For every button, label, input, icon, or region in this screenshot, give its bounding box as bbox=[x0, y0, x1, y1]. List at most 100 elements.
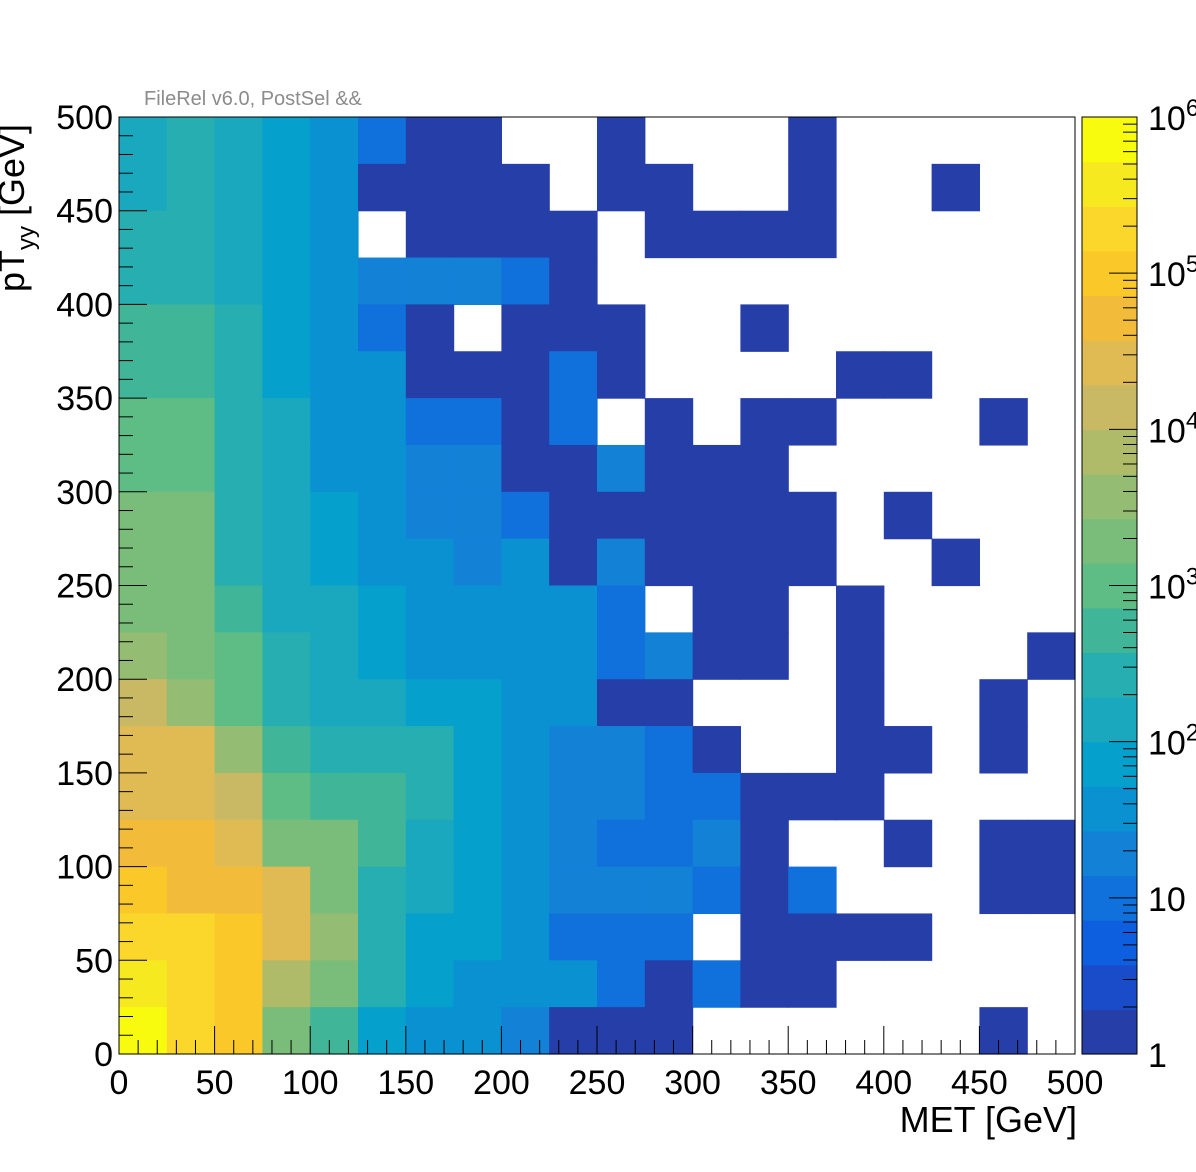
heatmap-cell bbox=[310, 398, 359, 446]
heatmap-cell bbox=[405, 117, 455, 165]
heatmap-cell bbox=[644, 444, 694, 493]
heatmap-cell bbox=[740, 866, 789, 915]
heatmap-cell bbox=[166, 398, 216, 446]
heatmap-cell bbox=[310, 304, 359, 352]
heatmap-cell bbox=[501, 960, 550, 1008]
heatmap-cell bbox=[214, 960, 263, 1008]
heatmap-cell bbox=[692, 444, 741, 493]
heatmap-cell bbox=[358, 444, 407, 493]
y-tick-labels: 0 50 100 150 200 250 300 350 400 450 500 bbox=[56, 99, 113, 1074]
heatmap-cell bbox=[597, 632, 646, 680]
heatmap-cell bbox=[405, 585, 455, 633]
y-tick-label: 250 bbox=[56, 568, 113, 606]
heatmap-cell bbox=[214, 117, 263, 165]
color-scale-label: 105 bbox=[1148, 251, 1196, 294]
heatmap-cell bbox=[119, 819, 168, 868]
y-tick-label: 0 bbox=[94, 1036, 113, 1074]
heatmap-cell bbox=[262, 913, 311, 961]
heatmap-cell bbox=[740, 304, 789, 352]
heatmap-cell bbox=[310, 819, 359, 868]
heatmap-cell bbox=[262, 538, 311, 587]
heatmap-cell bbox=[214, 772, 263, 821]
heatmap-cell bbox=[453, 585, 502, 633]
heatmap-cell bbox=[788, 772, 837, 821]
heatmap-cell bbox=[836, 913, 885, 961]
heatmap-cell bbox=[214, 538, 263, 587]
heatmap-cell bbox=[262, 210, 311, 259]
heatmap-cell bbox=[883, 351, 933, 399]
heatmap-cell bbox=[405, 163, 455, 212]
heatmap-cell bbox=[644, 913, 694, 961]
heatmap-cell bbox=[644, 163, 694, 212]
heatmap-cell bbox=[501, 210, 550, 259]
heatmap-cell bbox=[262, 585, 311, 633]
heatmap-cell bbox=[501, 913, 550, 961]
heatmap-cell bbox=[214, 210, 263, 259]
heatmap-cell bbox=[310, 866, 359, 915]
heatmap-cell bbox=[597, 726, 646, 774]
heatmap-cell bbox=[119, 304, 168, 352]
heatmap-cell bbox=[405, 444, 455, 493]
heatmap-cell bbox=[405, 398, 455, 446]
heatmap-cell bbox=[405, 1007, 455, 1055]
heatmap-cell bbox=[119, 960, 168, 1008]
heatmap-cell bbox=[453, 866, 502, 915]
heatmap-cell bbox=[644, 772, 694, 821]
y-axis-title-unit: [GeV] bbox=[0, 124, 32, 226]
heatmap-cell bbox=[453, 960, 502, 1008]
y-tick-label: 500 bbox=[56, 99, 113, 137]
color-scale-segment bbox=[1082, 607, 1137, 654]
heatmap-cell bbox=[549, 1007, 598, 1055]
heatmap-cell bbox=[405, 257, 455, 305]
color-scale-segment bbox=[1082, 830, 1137, 877]
heatmap-cell bbox=[119, 117, 168, 165]
y-axis-title-main: pT bbox=[0, 250, 32, 292]
heatmap-cell bbox=[310, 117, 359, 165]
heatmap-cell bbox=[214, 257, 263, 305]
heatmap-cell bbox=[549, 491, 598, 540]
color-scale-segment bbox=[1082, 161, 1137, 207]
heatmap-cell bbox=[166, 444, 216, 493]
heatmap-cell bbox=[549, 679, 598, 727]
heatmap-cell bbox=[836, 679, 885, 727]
heatmap-cell bbox=[358, 819, 407, 868]
x-tick-labels: 0 50 100 150 200 250 300 350 400 450 500 bbox=[110, 1064, 1104, 1102]
heatmap-cell bbox=[597, 866, 646, 915]
heatmap-cell bbox=[166, 772, 216, 821]
heatmap-cell bbox=[692, 585, 741, 633]
heatmap-cell bbox=[501, 351, 550, 399]
heatmap-cell bbox=[453, 819, 502, 868]
color-scale-labels: 1 10 102 103 104 105 106 bbox=[1148, 95, 1196, 1075]
heatmap-cell bbox=[262, 304, 311, 352]
heatmap-cell bbox=[214, 398, 263, 446]
heatmap-cell bbox=[597, 772, 646, 821]
heatmap-cell bbox=[262, 960, 311, 1008]
heatmap-cell bbox=[692, 960, 741, 1008]
heatmap-cell bbox=[692, 726, 741, 774]
heatmap-cell bbox=[836, 772, 885, 821]
heatmap-cell bbox=[501, 398, 550, 446]
heatmap-cell bbox=[979, 726, 1028, 774]
heatmap-cell bbox=[740, 632, 789, 680]
heatmap-cell bbox=[597, 819, 646, 868]
heatmap-cell bbox=[644, 726, 694, 774]
color-scale-segment bbox=[1082, 340, 1137, 386]
heatmap-cell bbox=[262, 257, 311, 305]
heatmap-cell bbox=[788, 398, 837, 446]
heatmap-cell bbox=[644, 960, 694, 1008]
heatmap-cell bbox=[166, 117, 216, 165]
heatmap-cell bbox=[262, 398, 311, 446]
heatmap-cell bbox=[1027, 866, 1076, 915]
y-tick-label: 200 bbox=[56, 661, 113, 699]
heatmap-cell bbox=[119, 538, 168, 587]
heatmap-cell bbox=[979, 398, 1028, 446]
heatmap-cell bbox=[119, 679, 168, 727]
color-scale-segment bbox=[1082, 473, 1137, 520]
heatmap-cell bbox=[453, 257, 502, 305]
heatmap-cell bbox=[931, 163, 980, 212]
heatmap-cell bbox=[501, 491, 550, 540]
heatmap-cell bbox=[549, 585, 598, 633]
heatmap-cell bbox=[549, 351, 598, 399]
heatmap-cell bbox=[262, 163, 311, 212]
heatmap-cell bbox=[262, 491, 311, 540]
